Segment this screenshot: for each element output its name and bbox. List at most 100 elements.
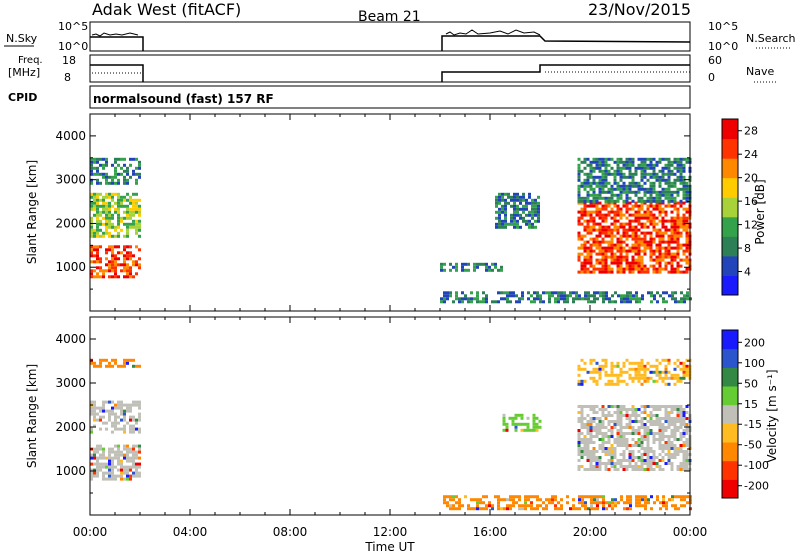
- echo-cell: [135, 201, 138, 205]
- echo-cell: [126, 207, 129, 211]
- echo-cell: [580, 367, 584, 371]
- echo-cell: [676, 270, 680, 274]
- echo-cell: [126, 358, 129, 362]
- echo-cell: [132, 198, 135, 202]
- echo-cell: [595, 199, 599, 203]
- echo-cell: [583, 426, 587, 429]
- echo-cell: [622, 456, 626, 459]
- echo-cell: [616, 423, 620, 426]
- echo-cell: [649, 231, 653, 235]
- echo-cell: [93, 275, 96, 279]
- echo-cell: [596, 498, 599, 502]
- echo-cell: [577, 157, 581, 161]
- echo-cell: [464, 268, 467, 272]
- echo-cell: [616, 459, 620, 462]
- echo-cell: [676, 414, 680, 417]
- echo-cell: [634, 249, 638, 253]
- echo-cell: [649, 160, 653, 164]
- echo-cell: [498, 216, 501, 220]
- echo-cell: [613, 234, 617, 238]
- colorbar-swatch: [722, 386, 738, 406]
- echo-cell: [138, 166, 141, 170]
- echo-cell: [589, 417, 593, 420]
- echo-cell: [108, 245, 111, 249]
- echo-cell: [560, 507, 563, 511]
- y-tick-label: 3000: [55, 173, 86, 187]
- echo-cell: [446, 297, 449, 301]
- echo-cell: [111, 269, 114, 273]
- echo-cell: [551, 501, 554, 505]
- echo-cell: [637, 456, 641, 459]
- echo-cell: [583, 255, 587, 259]
- echo-cell: [646, 196, 650, 200]
- echo-cell: [595, 246, 599, 250]
- echo-cell: [520, 422, 524, 426]
- echo-cell: [586, 267, 590, 271]
- echo-cell: [646, 426, 650, 429]
- echo-cell: [622, 270, 626, 274]
- echo-cell: [676, 376, 680, 380]
- echo-cell: [577, 373, 581, 377]
- freq-label-1: Freq.: [18, 55, 43, 66]
- echo-cell: [679, 175, 683, 179]
- echo-cell: [607, 267, 611, 271]
- echo-cell: [129, 175, 132, 179]
- echo-cell: [631, 255, 635, 259]
- echo-cell: [610, 459, 614, 462]
- echo-cell: [598, 246, 602, 250]
- echo-cell: [643, 438, 647, 441]
- echo-cell: [138, 225, 141, 229]
- echo-cell: [661, 219, 665, 223]
- echo-cell: [685, 228, 689, 232]
- echo-cell: [640, 444, 644, 447]
- echo-cell: [670, 270, 674, 274]
- echo-cell: [516, 207, 519, 211]
- echo-cell: [530, 495, 533, 499]
- echo-cell: [661, 435, 665, 438]
- echo-cell: [682, 207, 686, 211]
- echo-cell: [93, 462, 96, 466]
- echo-cell: [613, 426, 617, 429]
- echo-cell: [479, 300, 482, 304]
- echo-cell: [637, 420, 641, 423]
- echo-cell: [643, 157, 647, 161]
- echo-cell: [592, 193, 596, 197]
- echo-cell: [619, 417, 623, 420]
- echo-cell: [598, 468, 602, 471]
- echo-cell: [622, 408, 626, 411]
- echo-cell: [628, 426, 632, 429]
- echo-cell: [525, 219, 528, 223]
- echo-cell: [619, 255, 623, 259]
- echo-cell: [449, 268, 452, 272]
- echo-cell: [631, 249, 635, 253]
- echo-cell: [592, 157, 596, 161]
- echo-cell: [577, 166, 581, 170]
- echo-cell: [637, 190, 641, 194]
- echo-cell: [632, 294, 635, 298]
- echo-cell: [652, 405, 656, 408]
- echo-cell: [625, 204, 629, 208]
- echo-cell: [443, 262, 446, 266]
- echo-cell: [667, 459, 671, 462]
- echo-cell: [596, 507, 599, 511]
- echo-cell: [619, 438, 623, 441]
- echo-cell: [676, 264, 680, 268]
- nsky-trace: [90, 35, 691, 51]
- echo-region: [577, 201, 692, 274]
- echo-cell: [577, 172, 581, 176]
- echo-cell: [449, 495, 452, 499]
- echo-cell: [640, 166, 644, 170]
- echo-cell: [577, 255, 581, 259]
- echo-cell: [461, 300, 464, 304]
- echo-cell: [673, 222, 677, 226]
- echo-cell: [616, 187, 620, 191]
- echo-cell: [506, 504, 509, 508]
- echo-cell: [114, 406, 117, 410]
- echo-cell: [613, 465, 617, 468]
- echo-cell: [682, 367, 686, 371]
- echo-cell: [129, 157, 132, 161]
- echo-cell: [601, 181, 605, 185]
- echo-cell: [589, 193, 593, 197]
- echo-cell: [90, 204, 93, 208]
- echo-cell: [643, 417, 647, 420]
